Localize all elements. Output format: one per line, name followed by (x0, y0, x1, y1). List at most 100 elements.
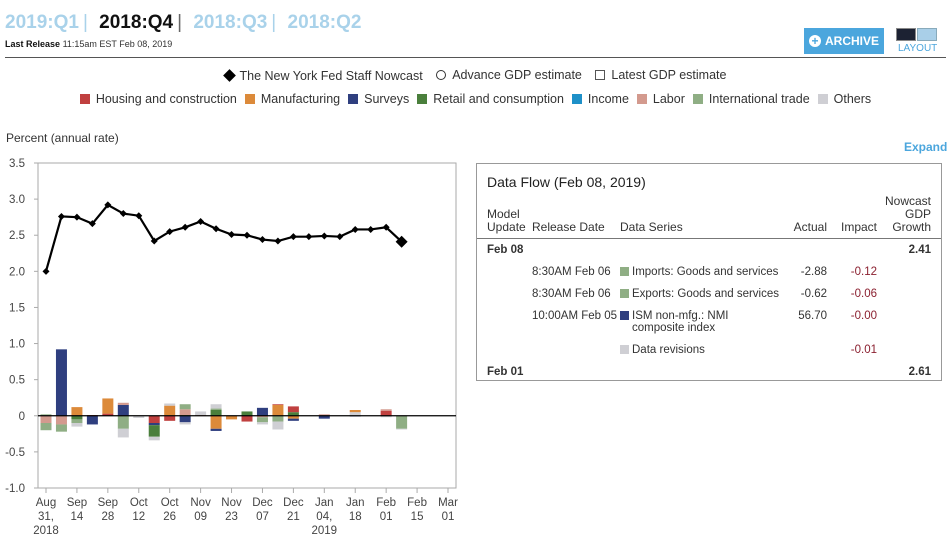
contribution-bar (195, 411, 207, 416)
tab-2018-q2[interactable]: 2018:Q2 (287, 12, 362, 33)
nowcast-point (212, 225, 220, 233)
contribution-bar (210, 408, 222, 410)
nowcast-point (289, 233, 297, 241)
actual-value: -2.88 (800, 266, 827, 278)
contribution-bar (117, 428, 129, 438)
legend-swatch (348, 94, 359, 104)
legend-label: Retail and consumption (433, 92, 564, 106)
impact-value: -0.01 (850, 344, 877, 356)
release-date: 8:30AM Feb 06 (532, 266, 611, 278)
x-tick-label: 01 (380, 511, 393, 523)
header-divider (5, 57, 946, 58)
contribution-bar (226, 415, 238, 420)
legend-swatch (244, 94, 255, 104)
contribution-bar (71, 419, 83, 423)
legend-swatch (417, 94, 428, 104)
contribution-bar (71, 423, 83, 427)
impact-value: -0.12 (850, 266, 877, 278)
nowcast-line (44, 203, 403, 272)
legend-label: Latest GDP estimate (611, 68, 727, 82)
contribution-bar (287, 412, 299, 416)
legend-item-housing-and-construction[interactable]: Housing and construction (79, 92, 237, 106)
separator: | (177, 12, 183, 33)
legend-label: International trade (708, 92, 810, 106)
contribution-bar (179, 404, 191, 410)
legend-item-income[interactable]: Income (571, 92, 629, 106)
data-series: Imports: Goods and services (620, 266, 780, 278)
impact-value: -0.06 (850, 288, 877, 300)
x-tick-label: 21 (287, 511, 300, 523)
series-category-swatch (620, 289, 629, 298)
separator: | (82, 12, 88, 33)
legend-item-manufacturing[interactable]: Manufacturing (244, 92, 340, 106)
layout-button[interactable]: LAYOUT (894, 27, 944, 55)
tab-2018-q3[interactable]: 2018:Q3 (193, 12, 268, 33)
diamond-icon (222, 69, 236, 82)
contribution-bar (179, 422, 191, 425)
release-date: 10:00AM Feb 05 (532, 310, 618, 322)
legend-latest-gdp[interactable]: Latest GDP estimate (595, 68, 726, 82)
y-tick-label: 0 (19, 411, 25, 423)
contribution-bar (256, 417, 268, 423)
nowcast-point (88, 220, 96, 228)
layout-two-column-icon[interactable] (896, 28, 916, 41)
legend-swatch (79, 94, 90, 104)
contribution-bar (256, 422, 268, 425)
nowcast-point (305, 233, 313, 241)
legend-nowcast[interactable]: The New York Fed Staff Nowcast (222, 69, 423, 83)
col-data-series: Data Series (620, 220, 683, 234)
contribution-bar (148, 415, 160, 423)
contribution-bar (40, 414, 52, 416)
x-tick-label: Dec (283, 497, 304, 509)
latest-nowcast-point (395, 235, 408, 248)
contribution-bar (40, 423, 52, 431)
nowcast-value: 2.61 (908, 366, 931, 378)
contribution-bar (210, 404, 222, 409)
nowcast-point (166, 228, 174, 236)
marker-legend: The New York Fed Staff Nowcast Advance G… (0, 68, 951, 83)
contribution-bar (396, 415, 408, 429)
contribution-bar (164, 415, 176, 421)
legend-swatch (817, 94, 828, 104)
series-category-swatch (620, 345, 629, 354)
y-axis-label: Percent (annual rate) (6, 131, 119, 145)
contribution-bar (164, 403, 176, 406)
legend-item-surveys[interactable]: Surveys (348, 92, 409, 106)
contribution-bar (55, 415, 67, 425)
legend-item-others[interactable]: Others (817, 92, 872, 106)
x-tick-label: 26 (163, 511, 176, 523)
x-tick-label: 15 (411, 511, 424, 523)
nowcast-point (119, 210, 127, 218)
x-tick-label: 2018 (33, 525, 59, 537)
tab-2018-q4[interactable]: 2018:Q4 (99, 12, 174, 33)
x-tick-label: Sep (67, 497, 87, 509)
legend-label: Others (833, 92, 872, 106)
nowcast-point (57, 212, 65, 220)
contribution-bar (287, 415, 299, 419)
layout-label: LAYOUT (898, 43, 938, 54)
nowcast-point (320, 232, 328, 240)
contribution-bar (396, 428, 408, 430)
data-flow-panel: Data Flow (Feb 08, 2019) Model Update Rel… (476, 163, 942, 381)
expand-link[interactable]: Expand (904, 140, 948, 154)
last-release-value: 11:15am EST Feb 08, 2019 (62, 39, 173, 49)
contribution-bar (380, 410, 392, 416)
contribution-bar (380, 409, 392, 411)
x-tick-label: Aug (36, 497, 56, 509)
x-tick-label: Mar (438, 497, 458, 509)
contribution-bar (86, 415, 98, 425)
contribution-bar (133, 415, 145, 418)
tab-2019-q1[interactable]: 2019:Q1 (5, 12, 79, 33)
legend-item-labor[interactable]: Labor (636, 92, 685, 106)
archive-button[interactable]: + ARCHIVE (804, 28, 884, 54)
layout-stacked-icon[interactable] (917, 28, 937, 41)
x-tick-label: 07 (256, 511, 269, 523)
nowcast-point (73, 213, 81, 221)
legend-item-retail-and-consumption[interactable]: Retail and consumption (417, 92, 564, 106)
legend-advance-gdp[interactable]: Advance GDP estimate (436, 68, 582, 82)
x-tick-label: Dec (252, 497, 273, 509)
x-tick-label: 12 (132, 511, 145, 523)
legend-label: Labor (652, 92, 685, 106)
nowcast-point (367, 225, 375, 233)
legend-item-international-trade[interactable]: International trade (692, 92, 810, 106)
